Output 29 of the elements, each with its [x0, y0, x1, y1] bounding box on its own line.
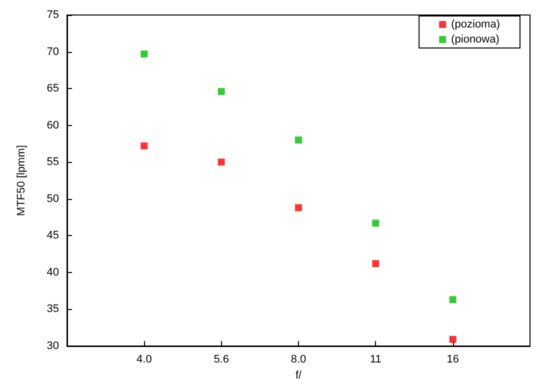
y-axis-title: MTF50 [lpmm] [16, 145, 28, 216]
point [449, 296, 456, 304]
point [218, 158, 225, 166]
point [449, 336, 456, 343]
x-tick-label: 8.0 [290, 354, 306, 366]
point [372, 220, 380, 227]
y-tick-label: 70 [46, 46, 59, 58]
y-tick-label: 55 [46, 156, 59, 168]
point [295, 136, 302, 144]
y-tick-label: 35 [46, 303, 59, 316]
y-tick-label: 50 [46, 192, 59, 205]
point [140, 50, 148, 58]
point [372, 260, 380, 268]
x-tick-label: 16 [446, 354, 459, 366]
legend-label: (pionowa) [451, 34, 500, 46]
legend-label: (pozioma) [451, 18, 500, 30]
point [218, 88, 225, 95]
x-tick-label: 5.6 [214, 354, 229, 366]
y-tick-label: 30 [46, 340, 59, 352]
x-tick-label: 4.0 [136, 354, 152, 366]
y-tick-label: 40 [46, 266, 59, 278]
y-tick-label: 60 [46, 119, 59, 132]
y-tick-label: 75 [46, 9, 59, 21]
point [295, 204, 302, 212]
point [140, 142, 148, 150]
x-axis-title: f/ [295, 369, 302, 382]
y-tick-label: 65 [46, 82, 59, 95]
y-tick-label: 45 [46, 230, 59, 242]
x-tick-label: 11 [370, 354, 382, 366]
